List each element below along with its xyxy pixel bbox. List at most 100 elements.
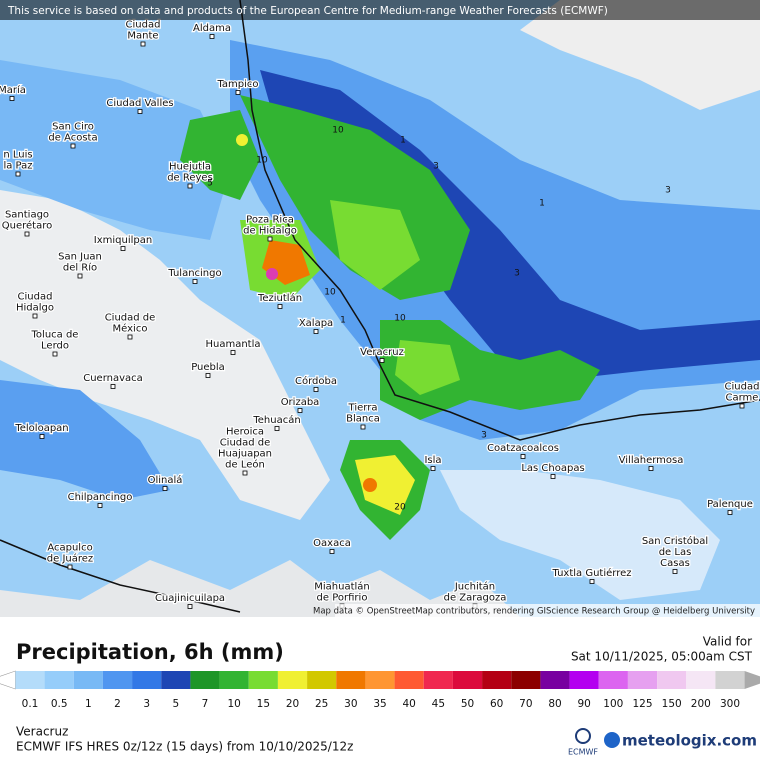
city-marker (32, 313, 38, 319)
city-label: Córdoba (295, 375, 337, 387)
dry-area (440, 470, 720, 600)
city-marker (15, 171, 21, 177)
colorbar-label: 70 (519, 698, 532, 710)
city-label: Acapulco (47, 543, 92, 554)
city-marker (267, 236, 273, 242)
contour-label: 10 (394, 314, 406, 324)
city-marker (187, 183, 193, 189)
city-marker (727, 510, 733, 515)
city-marker (274, 426, 280, 431)
city-label: Las Choapas (521, 463, 584, 474)
brand: meteologix.com (622, 732, 757, 750)
colorbar-box (132, 671, 162, 689)
contour-label: 3 (433, 162, 439, 172)
model-info: ECMWF IFS HRES 0z/12z (15 days) from 10/… (16, 740, 353, 754)
colorbar-label: 100 (603, 698, 623, 710)
city-label: Ciudad (126, 20, 161, 31)
colorbar-label: 300 (720, 698, 740, 710)
city-marker (430, 466, 436, 471)
city-label: de Acosta (48, 133, 97, 144)
city-label: de Las (659, 547, 692, 558)
colorbar-box (627, 671, 658, 689)
colorbar-box (657, 671, 687, 689)
city-label: Veracruz (360, 347, 404, 358)
city-label: Huajuapan (218, 449, 272, 460)
precip-green (180, 110, 260, 200)
colorbar-label: 5 (172, 698, 179, 710)
contour-label: 3 (481, 431, 487, 441)
city-label: Ciudad de (220, 438, 271, 449)
city-marker (77, 273, 83, 279)
colorbar-label: 2 (114, 698, 121, 710)
city-marker (110, 384, 116, 389)
city-marker (39, 434, 45, 439)
ecmwf-icon (575, 728, 591, 744)
city-label: Hidalgo (16, 303, 54, 314)
colorbar-box (102, 671, 133, 689)
banner: This service is based on data and produc… (7, 5, 608, 17)
valid-time: Sat 10/11/2025, 05:00am CST (571, 650, 753, 664)
city-label: Olinalá (148, 474, 183, 486)
contour-label: 5 (207, 179, 213, 189)
colorbar-box (423, 671, 453, 689)
contour-label: 10 (256, 156, 268, 166)
colorbar-box (219, 671, 249, 689)
city-marker (550, 474, 556, 479)
city-label: Mante (127, 31, 158, 42)
city-label: Orizaba (281, 397, 320, 408)
colorbar-label: 10 (227, 698, 240, 710)
colorbar-label: 45 (432, 698, 445, 710)
city-marker (379, 358, 385, 363)
contour-label: 20 (394, 503, 406, 513)
city-label: Coatzacoalcos (487, 443, 559, 454)
city-label: Cuajinicuilapa (155, 593, 225, 604)
contour-label: 3 (665, 186, 671, 196)
city-marker (313, 387, 319, 392)
ecmwf-logo: ECMWF (568, 748, 598, 757)
city-label: del Río (63, 262, 97, 274)
precip-lightgreen (395, 340, 460, 395)
colorbar-label: 1 (85, 698, 92, 710)
colorbar-box (277, 671, 308, 689)
city-marker (24, 231, 30, 237)
city-label: la Paz (3, 161, 32, 172)
city-marker (205, 373, 211, 378)
precip-orange (363, 478, 377, 492)
city-label: María (0, 84, 26, 96)
city-label: México (113, 323, 148, 335)
city-marker (739, 403, 745, 409)
city-label: San Cristóbal (642, 535, 708, 547)
colorbar-label: 35 (373, 698, 386, 710)
city-label: n Luis (3, 150, 32, 161)
city-label: de Reyes (167, 173, 213, 184)
colorbar-box (73, 671, 103, 689)
city-label: Tuxtla Gutiérrez (551, 567, 631, 579)
contour-label: 1 (400, 136, 406, 146)
colorbar-label: 25 (315, 698, 328, 710)
title: Precipitation, 6h (mm) (16, 640, 284, 664)
city-label: Huamantla (205, 339, 260, 350)
city-label: Teziutlán (257, 292, 302, 304)
city-label: Ixmiquilpan (94, 235, 152, 246)
colorbar: 0.1 0.5 1 2 3 5 7 10 15 20 25 30 35 40 45 50 60 70 80 90 100… (0, 670, 760, 710)
city-marker (589, 579, 595, 584)
colorbar-label: 0.5 (51, 698, 68, 710)
city-label: Ciudad Valles (106, 98, 173, 109)
colorbar-box (15, 671, 45, 689)
city-marker (520, 454, 526, 459)
colorbar-label: 60 (490, 698, 503, 710)
valid-label: Valid for (703, 635, 752, 649)
region: Veracruz (16, 725, 68, 739)
colorbar-label: 7 (202, 698, 209, 710)
city-label: Aldama (193, 23, 231, 34)
colorbar-label: 200 (691, 698, 711, 710)
city-marker (127, 334, 133, 340)
city-marker (277, 304, 283, 309)
colorbar-box (307, 671, 337, 689)
city-label: Lerdo (41, 341, 69, 352)
city-label: Ciudad (18, 292, 53, 303)
city-label: Tulancingo (167, 268, 221, 279)
city-marker (297, 408, 303, 413)
